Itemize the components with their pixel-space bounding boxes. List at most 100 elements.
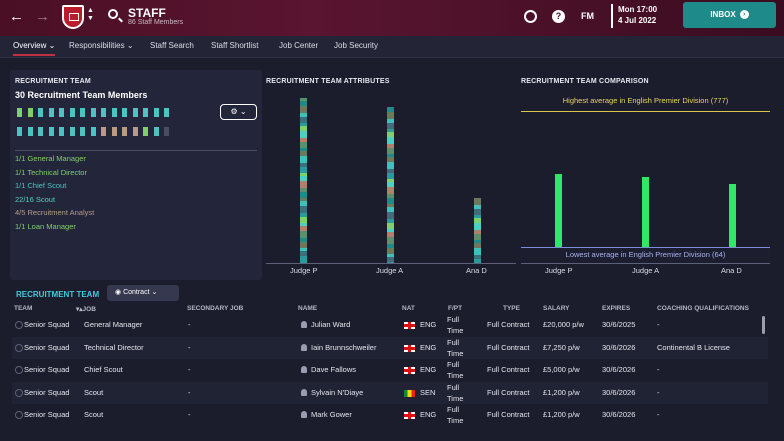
cell-salary: £7,250 p/w xyxy=(543,342,580,352)
back-arrow-icon[interactable]: ← xyxy=(9,8,24,25)
person-icon xyxy=(164,108,169,117)
col-name[interactable]: NAME xyxy=(298,305,318,312)
inbox-label: INBOX xyxy=(710,10,736,19)
attribute-bar-segment xyxy=(300,242,307,248)
cell-fpt: Full Time xyxy=(447,360,464,380)
table-row[interactable]: Senior Squad Scout - Mark Gower ENG Full Time F… xyxy=(12,404,768,426)
cell-secondary-job: - xyxy=(188,387,191,397)
person-icon xyxy=(101,108,106,117)
attribute-bar-segment xyxy=(387,107,394,112)
attribute-bar-segment xyxy=(387,219,394,223)
search-icon[interactable] xyxy=(108,9,118,19)
cell-fpt: Full Time xyxy=(447,382,464,403)
person-icon xyxy=(38,108,43,117)
cell-name[interactable]: Julian Ward xyxy=(311,320,351,329)
lowest-average-line xyxy=(521,247,770,248)
role-scout[interactable]: 22/16 Scout xyxy=(15,195,56,204)
table-scrollbar[interactable] xyxy=(762,316,765,334)
role-general-manager[interactable]: 1/1 General Manager xyxy=(15,154,86,163)
col-secondary-job[interactable]: SECONDARY JOB xyxy=(187,305,244,312)
cell-nat: ENG xyxy=(420,365,437,374)
attribute-bar-segment xyxy=(300,113,307,117)
attribute-bar-segment xyxy=(300,251,307,256)
attribute-bar-segment xyxy=(300,156,307,163)
fm-logo[interactable]: FM xyxy=(581,11,594,21)
col-salary[interactable]: SALARY xyxy=(543,305,570,312)
tab-staff-shortlist[interactable]: Staff Shortlist xyxy=(211,41,259,50)
inbox-button[interactable]: INBOX › xyxy=(683,2,776,28)
person-icon xyxy=(17,108,22,117)
attribute-bar-segment xyxy=(300,213,307,217)
cell-name[interactable]: Mark Gower xyxy=(311,410,352,419)
role-recruitment-analyst[interactable]: 4/5 Recruitment Analyst xyxy=(15,208,95,217)
person-icon xyxy=(80,108,85,117)
attribute-bar-segment xyxy=(474,259,481,263)
club-switch-icon[interactable]: ▲ ▼ xyxy=(87,7,94,22)
attribute-bar-segment xyxy=(474,248,481,255)
table-row[interactable]: Senior Squad General Manager - Julian Ward E… xyxy=(12,314,768,336)
attribute-bar-segment xyxy=(387,162,394,169)
attribute-bar-segment xyxy=(474,215,481,218)
row-select-radio[interactable] xyxy=(15,343,23,352)
attribute-bar-segment xyxy=(300,142,307,148)
cell-nat: ENG xyxy=(420,320,437,329)
divider xyxy=(15,150,257,151)
help-icon[interactable]: ? xyxy=(552,10,565,23)
cell-name[interactable]: Iain Brunnschweiler xyxy=(311,342,377,352)
date-display[interactable]: Mon 17:00 4 Jul 2022 xyxy=(611,4,661,28)
cell-job: Scout xyxy=(84,387,104,397)
person-icon xyxy=(132,127,138,136)
col-team[interactable]: TEAM xyxy=(14,305,33,312)
tab-overview[interactable]: Overview ⌄ xyxy=(13,41,56,56)
attribute-bar-segment xyxy=(300,223,307,226)
table-row[interactable]: Senior Squad Technical Director - Iain Brun… xyxy=(12,336,768,359)
col-coaching-qualifications[interactable]: COACHING QUALIFICATIONS xyxy=(657,305,749,312)
cell-name[interactable]: Dave Fallows xyxy=(311,365,357,374)
forward-arrow-icon[interactable]: → xyxy=(35,8,50,25)
row-select-radio[interactable] xyxy=(15,321,23,329)
table-row[interactable]: Senior Squad Chief Scout - Dave Fallows ENG F… xyxy=(12,359,768,381)
filter-button[interactable]: ⚙ ⌄ xyxy=(220,104,257,120)
flag-icon xyxy=(404,389,415,397)
cell-secondary-job: - xyxy=(188,365,191,374)
football-icon[interactable] xyxy=(524,10,537,23)
attribute-bar-segment xyxy=(387,257,394,262)
col-expires[interactable]: EXPIRES xyxy=(602,305,631,312)
col-fpt[interactable]: F/PT xyxy=(448,305,463,312)
attribute-bar-segment xyxy=(300,217,307,223)
recruitment-team-title: RECRUITMENT TEAM xyxy=(15,78,91,85)
contract-view-dropdown[interactable]: ◉ Contract ⌄ xyxy=(107,285,179,301)
person-icon xyxy=(69,127,75,136)
attribute-bar-segment xyxy=(474,230,481,234)
club-badge-icon[interactable] xyxy=(62,5,84,29)
comp-label-judge-p: Judge P xyxy=(545,266,573,275)
tab-staff-search[interactable]: Staff Search xyxy=(150,41,194,50)
role-chief-scout[interactable]: 1/1 Chief Scout xyxy=(15,181,67,190)
col-job[interactable]: ▾▴JOB xyxy=(76,306,96,313)
comparison-bar-judge-p xyxy=(555,174,562,247)
tab-job-center[interactable]: Job Center xyxy=(279,41,319,50)
row-select-radio[interactable] xyxy=(15,411,23,419)
cell-name[interactable]: Sylvain N'Diaye xyxy=(311,387,364,397)
role-loan-manager[interactable]: 1/1 Loan Manager xyxy=(15,222,76,231)
cell-expires: 30/6/2025 xyxy=(602,320,636,329)
role-technical-director[interactable]: 1/1 Technical Director xyxy=(15,168,87,177)
table-section-title: RECRUITMENT TEAM xyxy=(16,290,100,299)
cell-expires: 30/6/2026 xyxy=(602,410,636,419)
comparison-x-axis xyxy=(521,263,770,264)
attribute-bar-segment xyxy=(300,201,307,206)
person-icon xyxy=(143,108,148,117)
person-icon xyxy=(38,127,43,136)
table-row[interactable]: Senior Squad Scout - Sylvain N'Diaye SEN Full… xyxy=(12,381,768,404)
col-nat[interactable]: NAT xyxy=(402,305,415,312)
col-type[interactable]: TYPE xyxy=(503,305,520,312)
attribute-bar-segment xyxy=(300,173,307,176)
highest-average-line xyxy=(521,111,770,112)
row-select-radio[interactable] xyxy=(15,366,23,374)
person-icon xyxy=(301,411,307,418)
attribute-bar-segment xyxy=(300,226,307,231)
row-select-radio[interactable] xyxy=(15,388,23,397)
tab-responsibilities[interactable]: Responsibilities ⌄ xyxy=(69,41,134,50)
tab-job-security[interactable]: Job Security xyxy=(334,41,379,50)
attribute-bar-segment xyxy=(387,212,394,219)
